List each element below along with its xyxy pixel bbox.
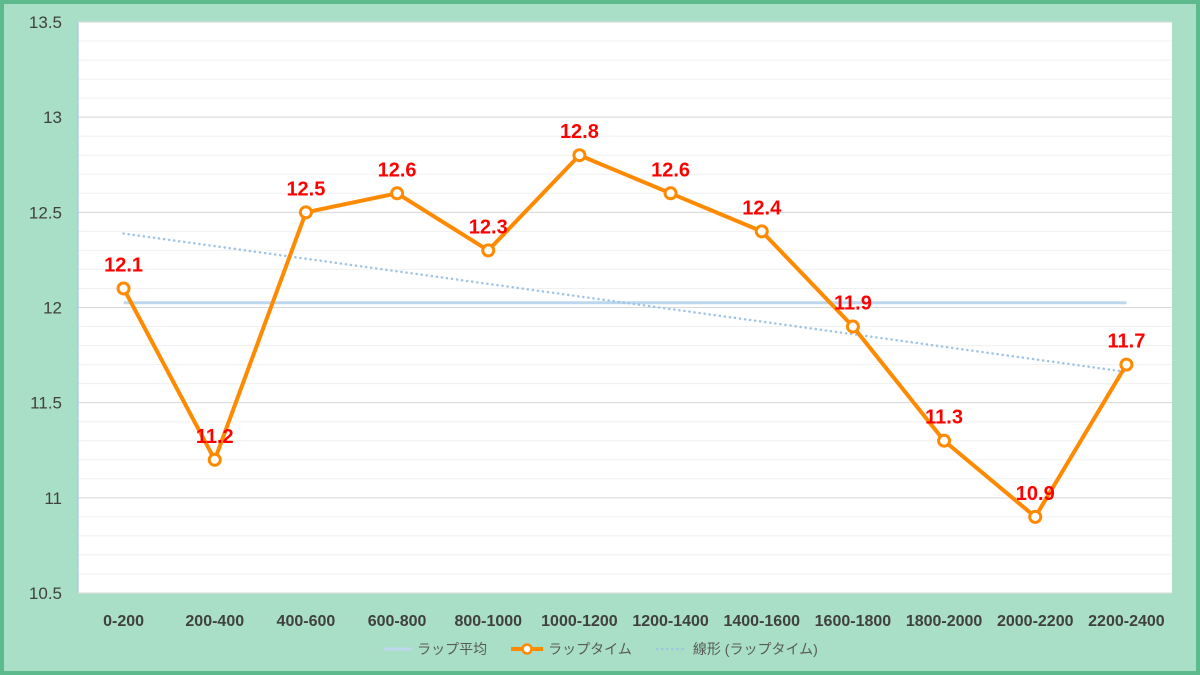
- data-label: 12.1: [104, 254, 143, 276]
- x-tick-label: 0-200: [103, 613, 144, 630]
- data-label: 11.3: [925, 407, 963, 429]
- x-tick-label: 1800-2000: [906, 613, 983, 630]
- data-point: [754, 224, 769, 239]
- data-point: [116, 281, 131, 296]
- y-tick-label: 11: [44, 489, 62, 508]
- y-tick-label: 12.5: [29, 203, 62, 222]
- legend-label-lap-time: ラップタイム: [548, 641, 632, 657]
- data-label: 12.6: [651, 159, 690, 181]
- legend-label-trendline: 線形 (ラップタイム): [692, 641, 818, 657]
- series-lines: [121, 153, 1129, 519]
- data-point: [937, 433, 952, 448]
- data-label: 11.9: [834, 293, 872, 315]
- data-label: 12.4: [742, 197, 782, 219]
- y-axis-tick-labels: 10.5 11 11.5 12 12.5 13 13.5: [29, 13, 62, 603]
- x-tick-label: 1400-1600: [723, 613, 800, 630]
- data-point: [663, 186, 678, 201]
- legend-item-trendline: 線形 (ラップタイム): [654, 639, 818, 659]
- data-point: [298, 205, 313, 220]
- data-label: 10.9: [1016, 483, 1055, 505]
- data-label: 12.6: [378, 159, 417, 181]
- legend-swatch-average: [384, 647, 413, 651]
- data-point: [845, 319, 860, 334]
- data-labels: 12.1 11.2 12.5 12.6 12.3 12.8 12.6 12.4 11.9 11.3…: [104, 121, 1145, 505]
- y-tick-label: 13.5: [29, 13, 62, 32]
- x-tick-label: 2200-2400: [1088, 613, 1165, 630]
- x-tick-label: 200-400: [185, 613, 244, 630]
- series-markers: [116, 148, 1134, 524]
- data-point: [481, 243, 496, 258]
- legend-item-lap-time: ラップタイム: [509, 639, 632, 659]
- data-label: 12.8: [560, 121, 599, 143]
- data-point: [572, 148, 587, 163]
- y-tick-label: 12: [43, 299, 62, 318]
- data-label: 12.5: [286, 178, 325, 200]
- data-point: [1119, 357, 1134, 372]
- data-label: 11.2: [196, 426, 234, 448]
- series-line-lap-time: [121, 153, 1129, 519]
- legend: ラップ平均 ラップタイム 線形 (ラップタイム): [0, 638, 1200, 660]
- x-tick-label: 600-800: [368, 613, 427, 630]
- x-tick-label: 1200-1400: [632, 613, 709, 630]
- data-point: [1028, 509, 1043, 524]
- y-tick-label: 13: [43, 108, 62, 127]
- axes: [77, 22, 1172, 594]
- legend-swatch-trendline: [655, 647, 689, 651]
- x-axis-tick-labels: 0-200 200-400 400-600 600-800 800-1000 1000-1…: [103, 613, 1165, 630]
- legend-item-average: ラップ平均: [382, 639, 487, 659]
- data-label: 12.3: [469, 216, 508, 238]
- data-point: [207, 452, 222, 467]
- x-tick-label: 2000-2200: [997, 613, 1074, 630]
- x-tick-label: 800-1000: [454, 613, 522, 630]
- y-tick-label: 11.5: [30, 394, 62, 413]
- legend-label-average: ラップ平均: [417, 641, 488, 657]
- data-label: 11.7: [1108, 331, 1146, 353]
- x-tick-label: 400-600: [277, 613, 336, 630]
- x-tick-label: 1000-1200: [541, 613, 618, 630]
- y-tick-label: 10.5: [29, 584, 62, 603]
- data-point: [390, 186, 405, 201]
- x-tick-label: 1600-1800: [815, 613, 892, 630]
- legend-swatch-lap-time: [511, 643, 544, 655]
- legend-swatch-marker: [521, 643, 533, 655]
